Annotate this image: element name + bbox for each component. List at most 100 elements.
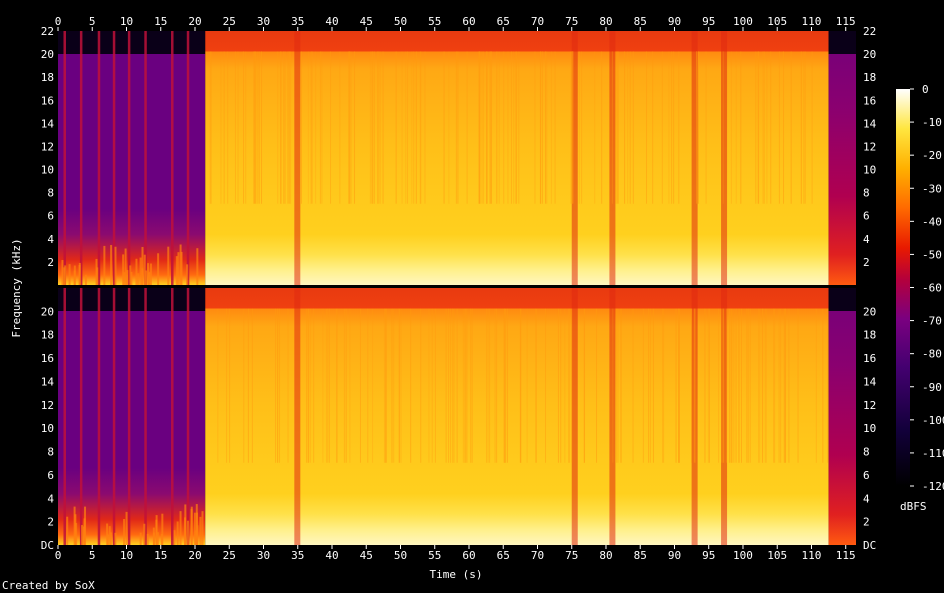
texture-line — [648, 308, 650, 463]
stripe-0 — [63, 288, 66, 545]
texture-line — [519, 308, 521, 463]
texture-line — [557, 308, 559, 463]
burst — [114, 532, 117, 545]
texture-line — [398, 308, 400, 463]
texture-line — [620, 308, 622, 463]
y-tick-left-label: 20 — [41, 305, 54, 318]
texture-line — [581, 51, 583, 204]
texture-line — [693, 308, 695, 463]
x-ticks-bottom: 0 5 10 15 20 25 30 35 40 45 50 55 60 65 70 75 80 85 90 95 10… — [55, 545, 856, 562]
texture-line — [237, 51, 239, 204]
texture-line — [624, 51, 626, 204]
texture-line — [391, 308, 393, 463]
texture-line — [284, 51, 286, 204]
stripe-5 — [144, 288, 147, 545]
segment-outro — [828, 288, 856, 545]
y-tick-right-label: 14 — [863, 375, 877, 388]
texture-line — [560, 308, 562, 463]
texture-line — [210, 51, 212, 204]
texture-line — [507, 51, 509, 204]
stripe-12 — [721, 288, 728, 545]
footer-credit: Created by SoX — [2, 579, 95, 592]
texture-line — [518, 51, 520, 204]
stripe-9 — [571, 288, 578, 545]
texture-line — [788, 308, 790, 463]
texture-line — [311, 51, 313, 204]
texture-line — [359, 308, 361, 463]
y-tick-left-label: 10 — [41, 164, 54, 177]
x-tick-top-label: 105 — [767, 15, 787, 28]
x-tick-top-label: 75 — [565, 15, 578, 28]
texture-line — [800, 51, 802, 204]
texture-line — [310, 308, 312, 463]
burst — [103, 245, 106, 285]
burst — [196, 248, 199, 285]
texture-line — [401, 51, 403, 204]
y-tick-left-label: 6 — [47, 210, 54, 223]
x-tick-bottom-label: 45 — [360, 549, 373, 562]
texture-line — [410, 308, 412, 463]
burst — [143, 523, 146, 545]
texture-line — [765, 308, 767, 463]
texture-line — [678, 308, 680, 463]
x-tick-top-label: 95 — [702, 15, 715, 28]
texture-line — [615, 51, 617, 204]
texture-line — [348, 51, 350, 204]
x-tick-top-label: 110 — [802, 15, 822, 28]
texture-line — [827, 308, 829, 463]
burst — [124, 248, 127, 285]
x-axis-label: Time (s) — [430, 568, 483, 581]
texture-line — [722, 308, 724, 463]
burst — [61, 259, 64, 285]
texture-line — [571, 308, 573, 463]
texture-line — [279, 308, 281, 463]
texture-line — [694, 308, 696, 463]
x-ticks-top: 0 5 10 15 20 25 30 35 40 45 50 55 60 65 70 75 80 85 90 95 10… — [55, 15, 856, 31]
texture-line — [385, 308, 387, 463]
texture-line — [234, 51, 236, 204]
burst — [153, 532, 156, 545]
texture-line — [254, 51, 256, 204]
colorbar-tick-label: -110 — [922, 447, 944, 460]
x-tick-top-label: 5 — [89, 15, 96, 28]
colorbar-tick-label: -120 — [922, 480, 944, 493]
texture-line — [516, 51, 518, 204]
texture-line — [725, 308, 727, 463]
texture-line — [308, 308, 310, 463]
texture-line — [594, 51, 596, 204]
texture-line — [290, 51, 292, 204]
texture-line — [405, 51, 407, 204]
x-tick-bottom-label: 40 — [325, 549, 338, 562]
texture-line — [322, 308, 324, 463]
texture-line — [733, 308, 735, 463]
texture-line — [448, 308, 450, 463]
texture-line — [494, 308, 496, 463]
burst — [82, 526, 85, 545]
texture-line — [762, 308, 764, 463]
burst — [156, 532, 159, 545]
texture-line — [350, 51, 352, 204]
texture-line — [520, 308, 522, 463]
texture-line — [678, 308, 680, 463]
burst — [95, 258, 98, 285]
texture-line — [465, 308, 467, 463]
texture-line — [758, 308, 760, 463]
texture-line — [707, 308, 709, 463]
y-tick-left-label: 14 — [41, 375, 55, 388]
y-tick-left-label: 18 — [41, 71, 54, 84]
texture-line — [491, 51, 493, 204]
x-tick-top-label: 50 — [394, 15, 407, 28]
x-tick-top-label: 85 — [634, 15, 647, 28]
texture-line — [258, 51, 260, 204]
texture-line — [632, 308, 634, 463]
texture-line — [774, 308, 776, 463]
y-tick-right-label: 12 — [863, 140, 876, 153]
y-tick-right-label: 18 — [863, 329, 876, 342]
texture-line — [431, 308, 433, 463]
burst — [176, 521, 179, 545]
x-tick-bottom-label: 30 — [257, 549, 270, 562]
texture-line — [385, 308, 387, 463]
texture-line — [646, 51, 648, 204]
x-tick-top-label: 15 — [154, 15, 167, 28]
texture-line — [698, 51, 700, 204]
